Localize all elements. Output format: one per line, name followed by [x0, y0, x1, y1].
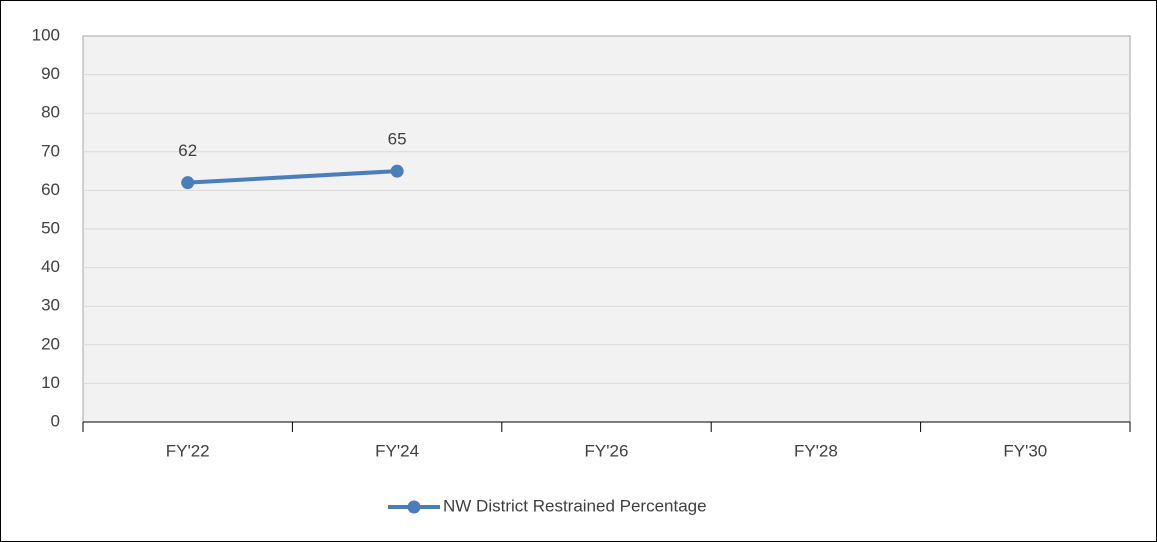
- data-label: 62: [178, 141, 197, 160]
- y-tick-label: 10: [41, 373, 60, 392]
- x-tick-label: FY'22: [166, 441, 210, 460]
- y-tick-label: 60: [41, 180, 60, 199]
- y-tick-label: 100: [32, 25, 60, 44]
- y-tick-label: 30: [41, 296, 60, 315]
- x-tick-label: FY'26: [585, 441, 629, 460]
- series-line: [187, 169, 398, 185]
- y-tick-label: 80: [41, 103, 60, 122]
- x-tick-label: FY'24: [375, 441, 419, 460]
- x-tick-label: FY'28: [794, 441, 838, 460]
- y-tick-label: 50: [41, 218, 60, 237]
- x-tick-label: FY'30: [1003, 441, 1047, 460]
- y-tick-label: 90: [41, 64, 60, 83]
- data-point: [181, 176, 195, 190]
- data-point: [390, 164, 404, 178]
- y-tick-label: 70: [41, 141, 60, 160]
- y-tick-label: 0: [51, 411, 60, 430]
- legend-marker: [407, 500, 421, 514]
- legend-label: NW District Restrained Percentage: [443, 496, 707, 515]
- data-label: 65: [388, 130, 407, 149]
- y-tick-label: 20: [41, 334, 60, 353]
- y-tick-label: 40: [41, 257, 60, 276]
